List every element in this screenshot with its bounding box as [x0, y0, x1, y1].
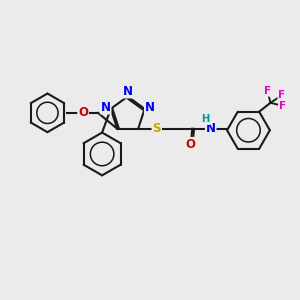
Text: F: F	[278, 90, 285, 100]
Text: N: N	[206, 122, 216, 135]
Text: H: H	[201, 114, 209, 124]
Text: N: N	[123, 85, 133, 98]
Text: F: F	[279, 101, 286, 111]
Text: N: N	[101, 101, 111, 114]
Text: S: S	[152, 122, 161, 135]
Text: N: N	[145, 101, 155, 114]
Text: O: O	[78, 106, 88, 119]
Text: O: O	[186, 138, 196, 151]
Text: F: F	[264, 86, 271, 96]
